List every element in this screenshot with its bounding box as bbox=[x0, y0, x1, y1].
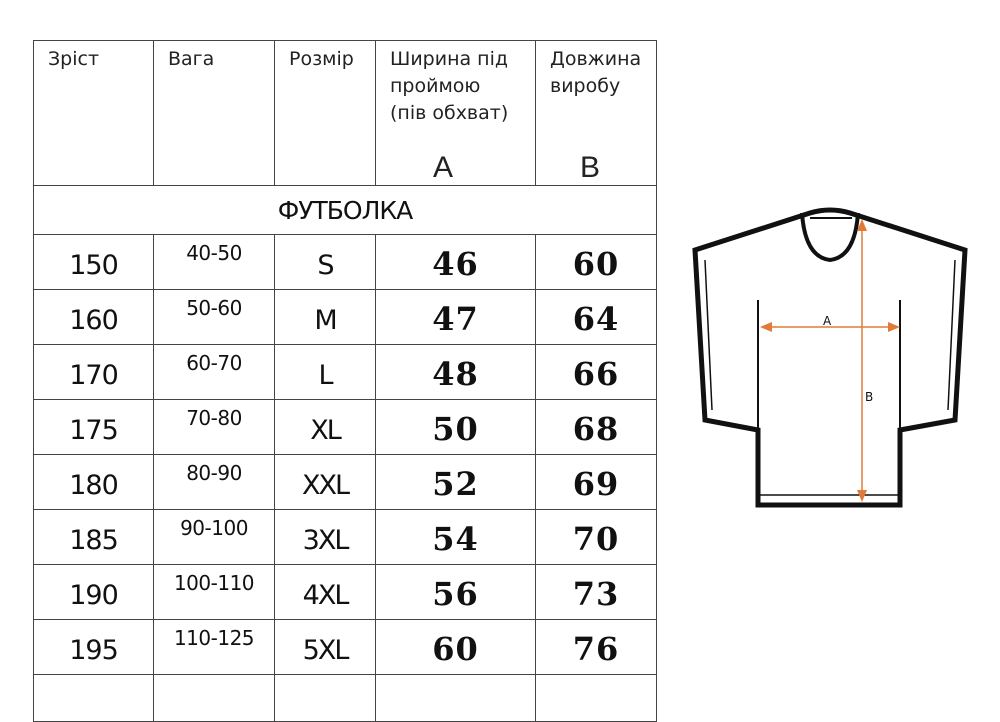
table-row: 185 90-100 3XL 54 70 bbox=[33, 509, 657, 565]
header-height: Зріст bbox=[33, 40, 154, 186]
width-a-cell: 52 bbox=[375, 454, 536, 510]
empty-cell bbox=[33, 674, 154, 722]
height-cell: 185 bbox=[33, 509, 154, 565]
table-row: 180 80-90 XXL 52 69 bbox=[33, 454, 657, 510]
width-a-cell: 47 bbox=[375, 289, 536, 345]
empty-cell bbox=[375, 674, 536, 722]
width-a-cell: 60 bbox=[375, 619, 536, 675]
width-a-cell: 48 bbox=[375, 344, 536, 400]
size-cell: 5XL bbox=[274, 619, 376, 675]
weight-cell: 50-60 bbox=[153, 289, 275, 345]
length-b-cell: 70 bbox=[535, 509, 657, 565]
weight-cell: 110-125 bbox=[153, 619, 275, 675]
empty-row bbox=[33, 674, 657, 722]
width-a-cell: 54 bbox=[375, 509, 536, 565]
header-row: Зріст Вага Розмір Ширина під проймою (пі… bbox=[33, 40, 657, 186]
empty-cell bbox=[535, 674, 657, 722]
size-cell: XL bbox=[274, 399, 376, 455]
height-cell: 180 bbox=[33, 454, 154, 510]
table-row: 150 40-50 S 46 60 bbox=[33, 234, 657, 290]
header-length-b: Довжина виробу B bbox=[535, 40, 657, 186]
size-cell: 3XL bbox=[274, 509, 376, 565]
height-cell: 195 bbox=[33, 619, 154, 675]
weight-cell: 100-110 bbox=[153, 564, 275, 620]
header-label: Довжина виробу bbox=[550, 48, 642, 97]
tshirt-outline bbox=[692, 207, 968, 508]
table-row: 175 70-80 XL 50 68 bbox=[33, 399, 657, 455]
weight-cell: 60-70 bbox=[153, 344, 275, 400]
weight-cell: 80-90 bbox=[153, 454, 275, 510]
height-cell: 175 bbox=[33, 399, 154, 455]
empty-cell bbox=[274, 674, 376, 722]
width-a-cell: 50 bbox=[375, 399, 536, 455]
width-a-cell: 46 bbox=[375, 234, 536, 290]
header-weight: Вага bbox=[153, 40, 275, 186]
table-row: 170 60-70 L 48 66 bbox=[33, 344, 657, 400]
length-b-cell: 66 bbox=[535, 344, 657, 400]
length-b-cell: 60 bbox=[535, 234, 657, 290]
size-cell: L bbox=[274, 344, 376, 400]
table-row: 160 50-60 M 47 64 bbox=[33, 289, 657, 345]
label-a: A bbox=[823, 314, 832, 328]
label-b: B bbox=[865, 390, 873, 404]
size-chart-table: Зріст Вага Розмір Ширина під проймою (пі… bbox=[33, 40, 657, 722]
weight-cell: 90-100 bbox=[153, 509, 275, 565]
measure-arrows bbox=[760, 219, 900, 502]
section-row: ФУТБОЛКА bbox=[33, 185, 657, 235]
tshirt-diagram: A B bbox=[692, 207, 968, 508]
header-width-a: Ширина під проймою (пів обхват) A bbox=[375, 40, 536, 186]
width-a-cell: 56 bbox=[375, 564, 536, 620]
header-label: Ширина під проймою (пів обхват) bbox=[390, 48, 509, 124]
length-b-cell: 76 bbox=[535, 619, 657, 675]
header-letter-b: B bbox=[580, 151, 601, 184]
size-cell: XXL bbox=[274, 454, 376, 510]
header-size: Розмір bbox=[274, 40, 376, 186]
size-cell: M bbox=[274, 289, 376, 345]
length-b-cell: 68 bbox=[535, 399, 657, 455]
section-title: ФУТБОЛКА bbox=[33, 185, 657, 235]
header-label: Вага bbox=[168, 48, 215, 70]
height-cell: 170 bbox=[33, 344, 154, 400]
header-label: Розмір bbox=[289, 48, 354, 70]
header-label: Зріст bbox=[48, 48, 100, 70]
table-row: 190 100-110 4XL 56 73 bbox=[33, 564, 657, 620]
empty-cell bbox=[153, 674, 275, 722]
height-cell: 160 bbox=[33, 289, 154, 345]
weight-cell: 70-80 bbox=[153, 399, 275, 455]
weight-cell: 40-50 bbox=[153, 234, 275, 290]
size-cell: S bbox=[274, 234, 376, 290]
length-b-cell: 64 bbox=[535, 289, 657, 345]
height-cell: 190 bbox=[33, 564, 154, 620]
header-letter-a: A bbox=[433, 151, 454, 184]
length-b-cell: 73 bbox=[535, 564, 657, 620]
table-row: 195 110-125 5XL 60 76 bbox=[33, 619, 657, 675]
length-b-cell: 69 bbox=[535, 454, 657, 510]
size-cell: 4XL bbox=[274, 564, 376, 620]
height-cell: 150 bbox=[33, 234, 154, 290]
